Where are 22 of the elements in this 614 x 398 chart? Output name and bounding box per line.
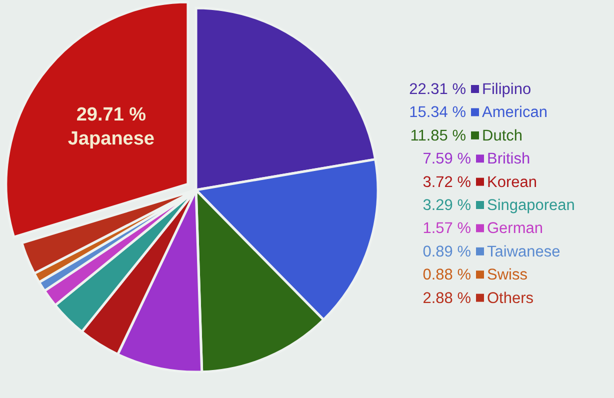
legend-label: American (482, 104, 548, 122)
data-label: 3.29 % (422, 197, 472, 214)
data-label: 2.88 % (422, 290, 472, 307)
legend-label: Others (487, 290, 534, 307)
legend-label: Taiwanese (487, 243, 560, 260)
legend-label: Korean (487, 174, 537, 191)
data-label: 29.71 % (76, 104, 146, 126)
data-label: 22.31 % (409, 81, 466, 98)
slice-label: Japanese (68, 128, 155, 150)
legend-label: Singaporean (487, 197, 575, 214)
legend-label: Swiss (487, 266, 528, 284)
legend-label: Filipino (482, 81, 532, 98)
data-label: 15.34 % (409, 104, 466, 122)
data-label: 11.85 % (410, 127, 466, 144)
data-label: 0.89 % (422, 243, 472, 260)
data-label: 7.59 % (422, 150, 472, 168)
data-label: 1.57 % (422, 220, 472, 238)
data-label: 3.72 % (422, 174, 472, 191)
legend-label: Dutch (482, 127, 522, 144)
legend-label: British (487, 150, 530, 168)
legend-label: German (487, 220, 543, 238)
data-label: 0.88 % (422, 266, 472, 284)
